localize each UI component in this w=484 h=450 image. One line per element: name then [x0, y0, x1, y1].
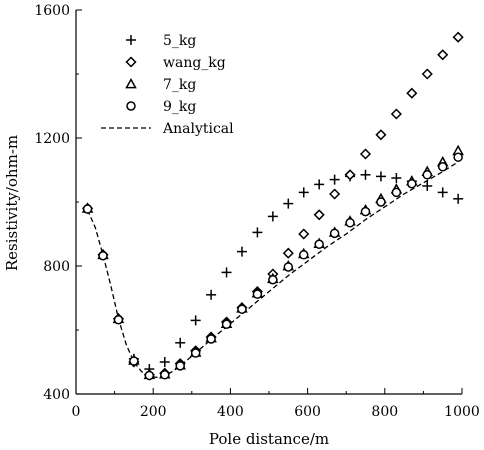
5-kg-point	[453, 193, 464, 204]
analytical-line	[87, 161, 459, 379]
9-kg-point	[190, 348, 201, 358]
9-kg-point	[252, 289, 263, 299]
5-kg-point	[267, 211, 278, 222]
y-axis-title: Resistivity/ohm-m	[3, 135, 21, 271]
9-kg-point	[113, 315, 124, 325]
9-kg-point	[422, 170, 433, 180]
legend: 5_kg wang_kg 7_kg 9_kg Analytical	[101, 33, 234, 137]
5-kg-point	[190, 315, 201, 326]
x-tick-label: 1000	[444, 404, 480, 420]
5-kg-point	[221, 267, 232, 278]
5-kg-point	[252, 227, 263, 238]
wang-kg-point	[406, 87, 418, 99]
legend-marker	[125, 56, 137, 68]
9-kg-point	[391, 187, 402, 198]
x-tick-label: 600	[294, 404, 321, 420]
x-tick-label: 200	[140, 404, 167, 420]
wang-kg-point	[375, 129, 387, 141]
5-kg-point	[283, 198, 294, 209]
5-kg-point	[437, 187, 448, 198]
legend-label: 7_kg	[163, 77, 196, 93]
wang-kg-point	[437, 49, 449, 61]
series-9-kg	[82, 152, 463, 381]
analytical-series	[87, 161, 459, 379]
5-kg-point	[206, 289, 217, 300]
x-axis-title: Pole distance/m	[209, 430, 329, 448]
axes	[75, 10, 462, 395]
y-tick-label: 1200	[34, 131, 70, 147]
y-tick-label: 400	[43, 387, 70, 403]
5-kg-point	[175, 337, 186, 348]
9-kg-point	[437, 162, 448, 172]
9-kg-point	[175, 361, 185, 371]
legend-item-7-kg: 7_kg	[125, 77, 196, 93]
5-kg-point	[298, 187, 309, 198]
legend-marker	[125, 77, 137, 89]
ticks: 0 200 400 600 800 1000 400 800 1200 1600	[34, 3, 479, 420]
9-kg-point	[221, 319, 232, 329]
series-wang-kg	[82, 31, 464, 381]
y-tick-label: 800	[43, 259, 70, 275]
legend-label: wang_kg	[163, 55, 226, 71]
9-kg-point	[129, 356, 139, 366]
9-kg-point	[206, 334, 216, 344]
5-kg-point	[329, 174, 340, 185]
9-kg-point	[407, 179, 417, 189]
9-kg-point	[345, 218, 355, 228]
5-kg-point	[236, 246, 247, 257]
legend-marker	[126, 101, 136, 111]
legend-item-analytical: Analytical	[101, 121, 234, 137]
legend-marker	[126, 35, 136, 45]
marker-series	[81, 31, 464, 381]
9-kg-point	[160, 370, 170, 380]
9-kg-point	[314, 239, 324, 249]
wang-kg-point	[282, 247, 294, 259]
wang-kg-point	[421, 68, 433, 80]
9-kg-point	[144, 370, 155, 381]
5-kg-point	[314, 179, 325, 190]
5-kg-point	[159, 357, 170, 367]
9-kg-point	[98, 251, 108, 261]
y-tick-label: 1600	[34, 3, 70, 19]
legend-item-wang-kg: wang_kg	[125, 55, 226, 71]
legend-label: Analytical	[162, 121, 234, 137]
wang-kg-point	[359, 148, 372, 160]
legend-label: 5_kg	[163, 33, 196, 49]
9-kg-point	[376, 197, 386, 207]
wang-kg-point	[329, 188, 341, 200]
5-kg-point	[391, 173, 402, 183]
5-kg-point	[360, 169, 371, 180]
legend-item-9-kg: 9_kg	[126, 99, 196, 115]
9-kg-point	[453, 152, 463, 162]
5-kg-point	[422, 181, 433, 191]
x-tick-label: 0	[72, 404, 81, 420]
legend-label: 9_kg	[163, 99, 196, 115]
9-kg-point	[237, 304, 247, 314]
9-kg-point	[360, 206, 371, 217]
9-kg-point	[298, 250, 309, 260]
legend-item-5-kg: 5_kg	[126, 33, 196, 49]
9-kg-point	[268, 275, 278, 285]
wang-kg-point	[452, 31, 464, 43]
9-kg-point	[82, 204, 93, 214]
9-kg-point	[329, 228, 340, 239]
5-kg-point	[375, 171, 386, 182]
series-7-kg	[81, 144, 464, 380]
wang-kg-point	[298, 228, 310, 240]
wang-kg-point	[344, 169, 356, 181]
x-tick-label: 800	[371, 404, 398, 420]
9-kg-point	[283, 262, 294, 272]
x-tick-label: 400	[217, 404, 244, 420]
wang-kg-point	[313, 209, 325, 221]
wang-kg-point	[390, 108, 402, 120]
